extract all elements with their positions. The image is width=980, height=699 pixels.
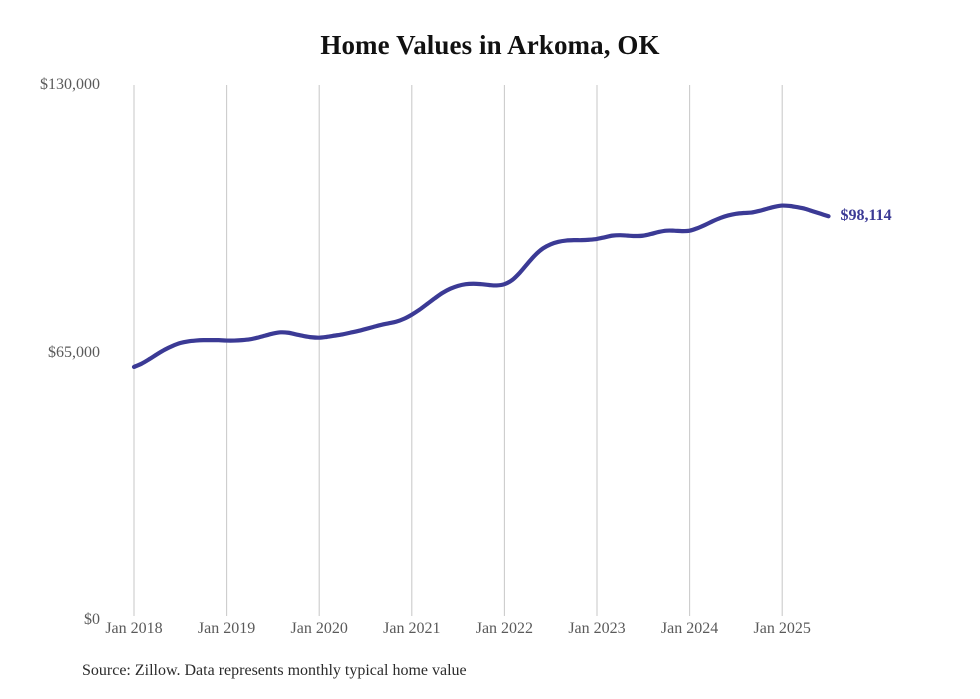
x-axis-tick-jan-2019: Jan 2019 — [197, 620, 256, 637]
y-axis-tick-0: $0 — [84, 611, 100, 628]
x-axis-tick-jan-2025: Jan 2025 — [753, 620, 811, 637]
x-axis-tick-jan-2021: Jan 2021 — [383, 620, 441, 637]
y-axis-tick-130000: $130,000 — [40, 76, 100, 93]
x-axis-tick-jan-2024: Jan 2024 — [660, 620, 719, 637]
x-axis-tick-jan-2023: Jan 2023 — [568, 620, 626, 637]
x-axis-tick-jan-2018: Jan 2018 — [105, 620, 163, 637]
gridlines — [133, 85, 783, 616]
source-note: Source: Zillow. Data represents monthly … — [82, 662, 467, 679]
value-line-series — [131, 203, 831, 369]
x-axis-tick-jan-2022: Jan 2022 — [475, 620, 534, 637]
y-axis-tick-65000: $65,000 — [48, 344, 100, 361]
chart-title: Home Values in Arkoma, OK — [320, 30, 660, 60]
end-value-annotation: $98,114 — [840, 207, 892, 225]
x-axis-tick-jan-2020: Jan 2020 — [290, 620, 348, 637]
